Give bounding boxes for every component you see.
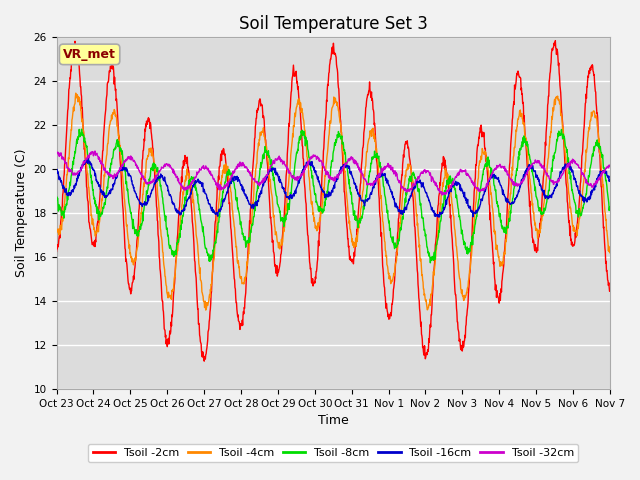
- Tsoil -32cm: [438, 192, 445, 198]
- Tsoil -32cm: [606, 163, 614, 168]
- Line: Tsoil -2cm: Tsoil -2cm: [56, 41, 610, 361]
- Tsoil -8cm: [238, 226, 246, 231]
- Tsoil -4cm: [176, 222, 184, 228]
- Tsoil -4cm: [420, 286, 428, 292]
- Tsoil -2cm: [238, 323, 246, 328]
- Tsoil -8cm: [541, 207, 548, 213]
- Line: Tsoil -32cm: Tsoil -32cm: [56, 151, 610, 195]
- Title: Soil Temperature Set 3: Soil Temperature Set 3: [239, 15, 428, 33]
- Tsoil -16cm: [541, 192, 548, 198]
- Tsoil -8cm: [52, 194, 60, 200]
- Tsoil -16cm: [84, 155, 92, 161]
- Text: VR_met: VR_met: [63, 48, 116, 61]
- Line: Tsoil -4cm: Tsoil -4cm: [56, 93, 610, 310]
- Tsoil -8cm: [163, 227, 170, 232]
- Tsoil -2cm: [492, 282, 500, 288]
- Tsoil -8cm: [77, 126, 85, 132]
- Tsoil -8cm: [420, 219, 428, 225]
- Tsoil -8cm: [426, 260, 434, 266]
- Tsoil -4cm: [202, 307, 209, 313]
- Tsoil -32cm: [52, 149, 60, 155]
- Line: Tsoil -16cm: Tsoil -16cm: [56, 158, 610, 217]
- Tsoil -16cm: [52, 171, 60, 177]
- Tsoil -32cm: [91, 148, 99, 154]
- Tsoil -16cm: [435, 214, 443, 220]
- Tsoil -4cm: [163, 283, 170, 289]
- Tsoil -16cm: [163, 182, 170, 188]
- Tsoil -4cm: [72, 90, 79, 96]
- Tsoil -8cm: [606, 204, 614, 210]
- Tsoil -8cm: [176, 235, 184, 240]
- Tsoil -16cm: [238, 182, 246, 188]
- Tsoil -32cm: [176, 180, 184, 186]
- Tsoil -16cm: [606, 178, 614, 184]
- Tsoil -16cm: [420, 184, 428, 190]
- Tsoil -2cm: [52, 249, 60, 254]
- Tsoil -32cm: [420, 169, 428, 175]
- Tsoil -32cm: [492, 165, 500, 170]
- Tsoil -8cm: [492, 193, 500, 199]
- Tsoil -2cm: [541, 156, 548, 162]
- Legend: Tsoil -2cm, Tsoil -4cm, Tsoil -8cm, Tsoil -16cm, Tsoil -32cm: Tsoil -2cm, Tsoil -4cm, Tsoil -8cm, Tsoi…: [88, 444, 579, 462]
- Tsoil -4cm: [52, 228, 60, 233]
- Line: Tsoil -8cm: Tsoil -8cm: [56, 129, 610, 263]
- Tsoil -4cm: [239, 281, 246, 287]
- Tsoil -32cm: [163, 161, 170, 167]
- X-axis label: Time: Time: [318, 414, 349, 427]
- Tsoil -4cm: [606, 250, 614, 256]
- Tsoil -2cm: [200, 358, 208, 364]
- Tsoil -4cm: [492, 247, 500, 252]
- Tsoil -32cm: [238, 163, 246, 169]
- Tsoil -16cm: [492, 175, 500, 181]
- Tsoil -2cm: [420, 348, 428, 354]
- Tsoil -2cm: [606, 288, 614, 294]
- Tsoil -16cm: [176, 212, 184, 218]
- Tsoil -2cm: [552, 38, 559, 44]
- Tsoil -32cm: [541, 167, 548, 173]
- Tsoil -4cm: [541, 190, 548, 195]
- Tsoil -2cm: [176, 204, 184, 210]
- Y-axis label: Soil Temperature (C): Soil Temperature (C): [15, 149, 28, 277]
- Tsoil -2cm: [163, 341, 170, 347]
